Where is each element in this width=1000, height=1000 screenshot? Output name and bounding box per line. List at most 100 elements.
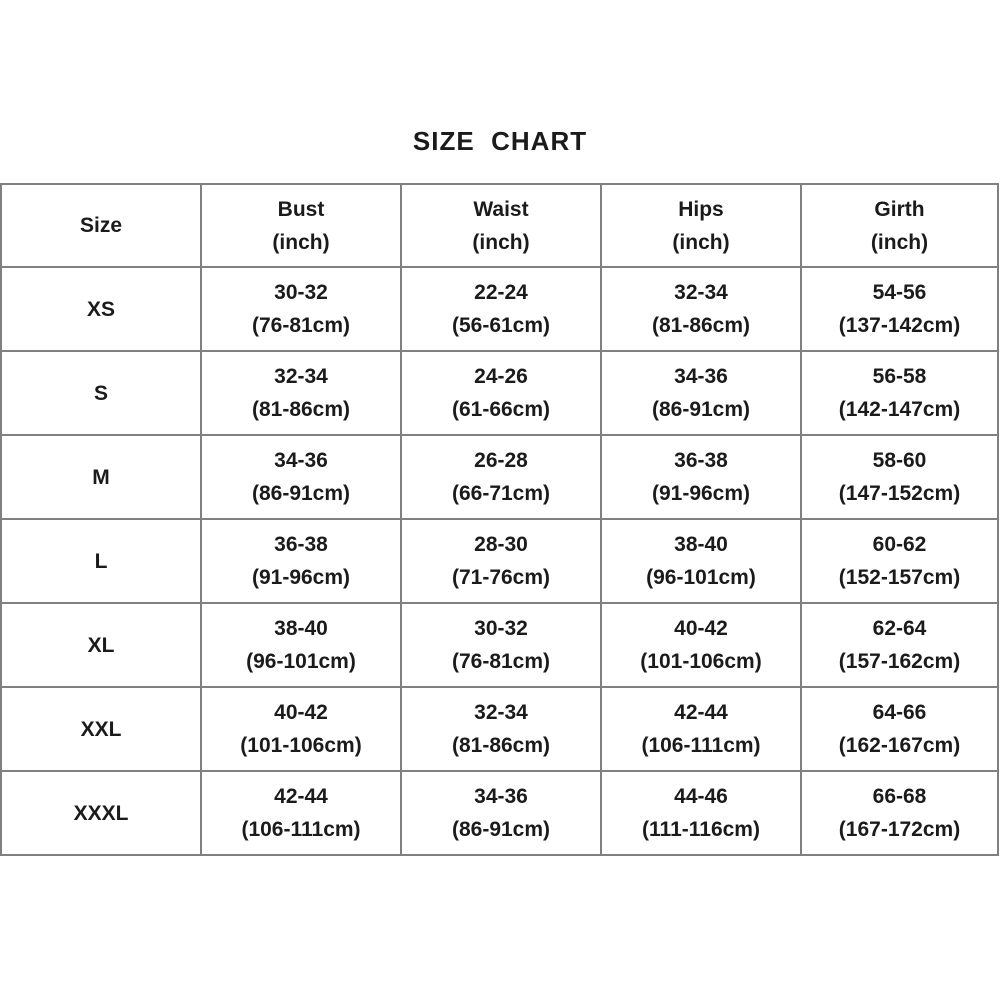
size-cell: M [0,434,202,520]
table-row: S 32-34 (81-86cm) 24-26 (61-66cm) 34-36 (86-91… [0,350,999,436]
measurement-cell: 56-58 (142-147cm) [800,350,999,436]
size-cell: XL [0,602,202,688]
header-cell-waist: Waist (inch) [400,183,602,268]
measurement-cell: 30-32 (76-81cm) [400,602,602,688]
table-row: M 34-36 (86-91cm) 26-28 (66-71cm) 36-38 (91-96… [0,434,999,520]
header-cell-hips: Hips (inch) [600,183,802,268]
header-unit: (inch) [272,230,330,254]
cm-range: (106-111cm) [641,734,761,757]
cm-range: (86-91cm) [251,482,351,505]
inch-range: 40-42 [674,617,728,640]
cm-range: (111-116cm) [642,818,760,841]
cm-range: (96-101cm) [246,650,356,673]
header-cell-girth: Girth (inch) [800,183,999,268]
measurement-cell: 60-62 (152-157cm) [800,518,999,604]
measurement-cell: 54-56 (137-142cm) [800,266,999,352]
cm-range: (81-86cm) [451,734,551,757]
measurement-cell: 64-66 (162-167cm) [800,686,999,772]
header-label: Hips [678,197,724,221]
measurement-cell: 40-42 (101-106cm) [200,686,402,772]
cm-range: (76-81cm) [251,314,351,337]
cm-range: (91-96cm) [651,482,751,505]
measurement-cell: 66-68 (167-172cm) [800,770,999,856]
measurement-cell: 30-32 (76-81cm) [200,266,402,352]
cm-range: (101-106cm) [640,650,762,673]
inch-range: 64-66 [872,701,927,724]
size-chart-table: Size Bust (inch) Waist (inch) Hips (inch) Girth… [0,183,999,856]
measurement-cell: 26-28 (66-71cm) [400,434,602,520]
size-cell: XS [0,266,202,352]
inch-range: 38-40 [274,617,328,640]
cm-range: (147-152cm) [838,482,961,505]
header-cell-size: Size [0,183,202,268]
table-row: XXXL 42-44 (106-111cm) 34-36 (86-91cm) 44-46 (… [0,770,999,856]
inch-range: 28-30 [474,533,528,556]
cm-range: (71-76cm) [451,566,551,589]
header-label: Girth [874,197,925,221]
inch-range: 40-42 [274,701,328,724]
header-label: Bust [277,197,325,221]
inch-range: 36-38 [674,449,728,472]
inch-range: 24-26 [474,365,528,388]
header-unit: (inch) [672,230,730,254]
cm-range: (76-81cm) [451,650,551,673]
page-title: SIZE CHART [412,126,588,156]
measurement-cell: 40-42 (101-106cm) [600,602,802,688]
cm-range: (81-86cm) [651,314,751,337]
size-cell: S [0,350,202,436]
table-body: XS 30-32 (76-81cm) 22-24 (56-61cm) 32-34 (81-8… [0,266,999,856]
header-unit: (inch) [870,230,929,254]
cm-range: (101-106cm) [240,734,362,757]
header-unit: (inch) [472,230,530,254]
cm-range: (106-111cm) [241,818,361,841]
measurement-cell: 36-38 (91-96cm) [200,518,402,604]
measurement-cell: 34-36 (86-91cm) [400,770,602,856]
inch-range: 58-60 [872,449,927,472]
inch-range: 30-32 [274,281,328,304]
measurement-cell: 32-34 (81-86cm) [600,266,802,352]
inch-range: 30-32 [474,617,528,640]
inch-range: 66-68 [872,785,927,808]
inch-range: 22-24 [474,281,528,304]
cm-range: (157-162cm) [838,650,961,673]
cm-range: (61-66cm) [451,398,551,421]
size-cell: L [0,518,202,604]
inch-range: 38-40 [674,533,728,556]
table-row: XS 30-32 (76-81cm) 22-24 (56-61cm) 32-34 (81-8… [0,266,999,352]
inch-range: 56-58 [872,365,927,388]
measurement-cell: 22-24 (56-61cm) [400,266,602,352]
inch-range: 54-56 [872,281,927,304]
cm-range: (86-91cm) [451,818,551,841]
measurement-cell: 32-34 (81-86cm) [400,686,602,772]
measurement-cell: 42-44 (106-111cm) [200,770,402,856]
header-label: Waist [473,197,529,221]
inch-range: 32-34 [674,281,728,304]
measurement-cell: 38-40 (96-101cm) [200,602,402,688]
measurement-cell: 44-46 (111-116cm) [600,770,802,856]
measurement-cell: 32-34 (81-86cm) [200,350,402,436]
inch-range: 32-34 [274,365,328,388]
table-header-row: Size Bust (inch) Waist (inch) Hips (inch) Girth… [0,183,999,268]
inch-range: 44-46 [674,785,728,808]
inch-range: 34-36 [474,785,528,808]
cm-range: (162-167cm) [838,734,961,757]
inch-range: 34-36 [674,365,728,388]
inch-range: 62-64 [872,617,927,640]
measurement-cell: 34-36 (86-91cm) [200,434,402,520]
cm-range: (137-142cm) [838,314,961,337]
header-label: Size [79,214,123,237]
cm-range: (56-61cm) [451,314,551,337]
measurement-cell: 42-44 (106-111cm) [600,686,802,772]
cm-range: (86-91cm) [651,398,751,421]
cm-range: (91-96cm) [251,566,351,589]
cm-range: (152-157cm) [838,566,961,589]
measurement-cell: 58-60 (147-152cm) [800,434,999,520]
inch-range: 26-28 [474,449,528,472]
measurement-cell: 28-30 (71-76cm) [400,518,602,604]
inch-range: 60-62 [872,533,927,556]
table-head: Size Bust (inch) Waist (inch) Hips (inch) Girth… [0,183,999,268]
measurement-cell: 38-40 (96-101cm) [600,518,802,604]
measurement-cell: 34-36 (86-91cm) [600,350,802,436]
cm-range: (167-172cm) [838,818,961,841]
